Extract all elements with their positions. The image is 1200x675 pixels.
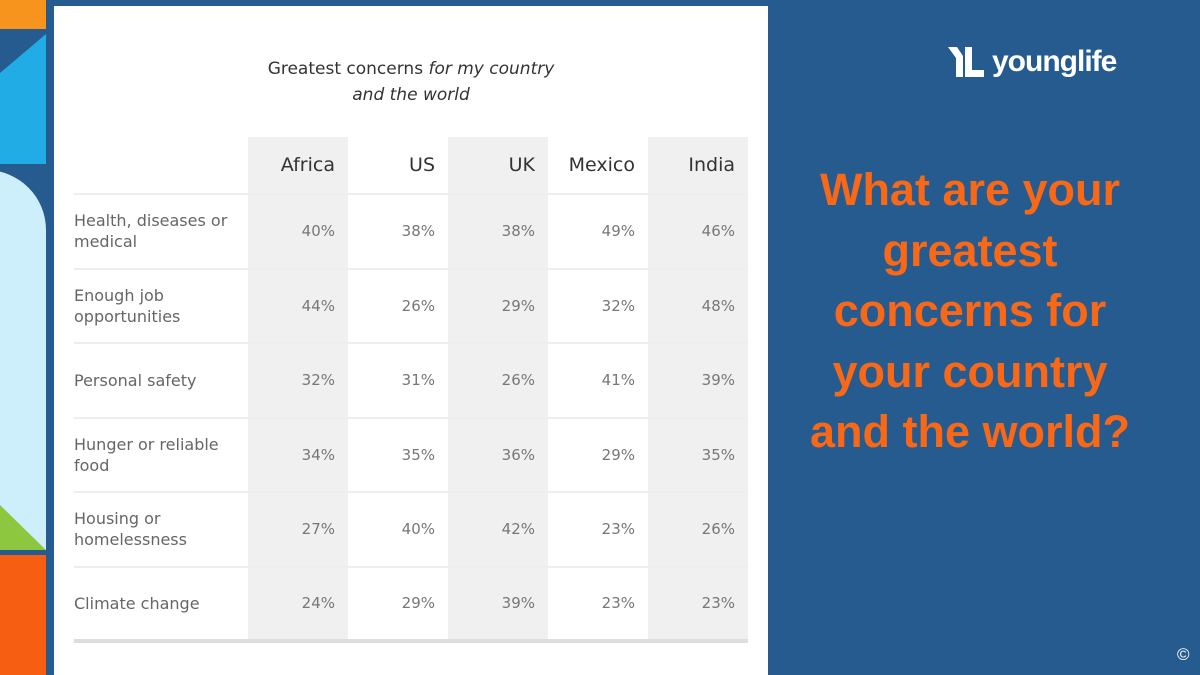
cell-value: 32% — [248, 342, 348, 418]
concerns-table: Africa US UK Mexico India Health, diseases o… — [74, 137, 748, 643]
cell-value: 34% — [248, 416, 348, 492]
cell-value: 36% — [448, 416, 548, 492]
cell-value: 26% — [448, 342, 548, 418]
cell-value: 41% — [548, 342, 648, 418]
column-header: Africa — [248, 137, 348, 194]
row-label: Housing or homelessness — [74, 491, 248, 567]
table-row: Housing or homelessness 27% 40% 42% 23% 26% — [74, 491, 748, 567]
cell-value: 32% — [548, 267, 648, 343]
cell-value: 26% — [648, 491, 748, 567]
cell-value: 39% — [448, 565, 548, 643]
cell-value: 49% — [548, 193, 648, 269]
cell-value: 23% — [648, 565, 748, 643]
cell-value: 35% — [648, 416, 748, 492]
row-label: Health, diseases or medical — [74, 193, 248, 269]
column-header: Mexico — [568, 154, 635, 176]
cell-value: 48% — [648, 267, 748, 343]
cell-value: 42% — [448, 491, 548, 567]
row-label: Enough job opportunities — [74, 267, 248, 343]
cell-value: 35% — [348, 416, 448, 492]
cell-value: 40% — [348, 491, 448, 567]
cell-value: 31% — [348, 342, 448, 418]
table-row: Enough job opportunities 44% 26% 29% 32% 48% — [74, 267, 748, 343]
cell-value: 27% — [248, 491, 348, 567]
cell-value: 44% — [248, 267, 348, 343]
column-header: India — [648, 137, 748, 194]
cell-value: 38% — [348, 193, 448, 269]
table-row: Climate change 24% 29% 39% 23% 23% — [74, 565, 748, 643]
cell-value: 39% — [648, 342, 748, 418]
younglife-logo: younglife — [948, 45, 1117, 79]
cell-value: 23% — [548, 491, 648, 567]
cell-value: 29% — [548, 416, 648, 492]
cell-value: 24% — [248, 565, 348, 643]
row-label: Climate change — [74, 565, 248, 643]
cell-value: 38% — [448, 193, 548, 269]
copyright-symbol: © — [1177, 645, 1190, 664]
table-row: Personal safety 32% 31% 26% 41% 39% — [74, 342, 748, 418]
yl-mark-icon — [948, 47, 984, 77]
question-heading: What are your greatest concerns for your… — [810, 164, 1130, 457]
cell-value: 26% — [348, 267, 448, 343]
cell-value: 40% — [248, 193, 348, 269]
row-label: Hunger or reliable food — [74, 416, 248, 492]
cell-value: 29% — [448, 267, 548, 343]
row-label: Personal safety — [74, 342, 248, 418]
table-row: Health, diseases or medical 40% 38% 38% 49% 4… — [74, 193, 748, 269]
table-row: Hunger or reliable food 34% 35% 36% 29% 35% — [74, 416, 748, 492]
column-header: UK — [448, 137, 548, 194]
decorative-strip — [0, 0, 47, 675]
table-title: Greatest concerns for my country and the … — [267, 59, 555, 105]
cell-value: 23% — [548, 565, 648, 643]
cell-value: 29% — [348, 565, 448, 643]
table-panel: Greatest concerns for my country and the … — [54, 6, 768, 675]
column-header: US — [409, 154, 435, 176]
cell-value: 46% — [648, 193, 748, 269]
